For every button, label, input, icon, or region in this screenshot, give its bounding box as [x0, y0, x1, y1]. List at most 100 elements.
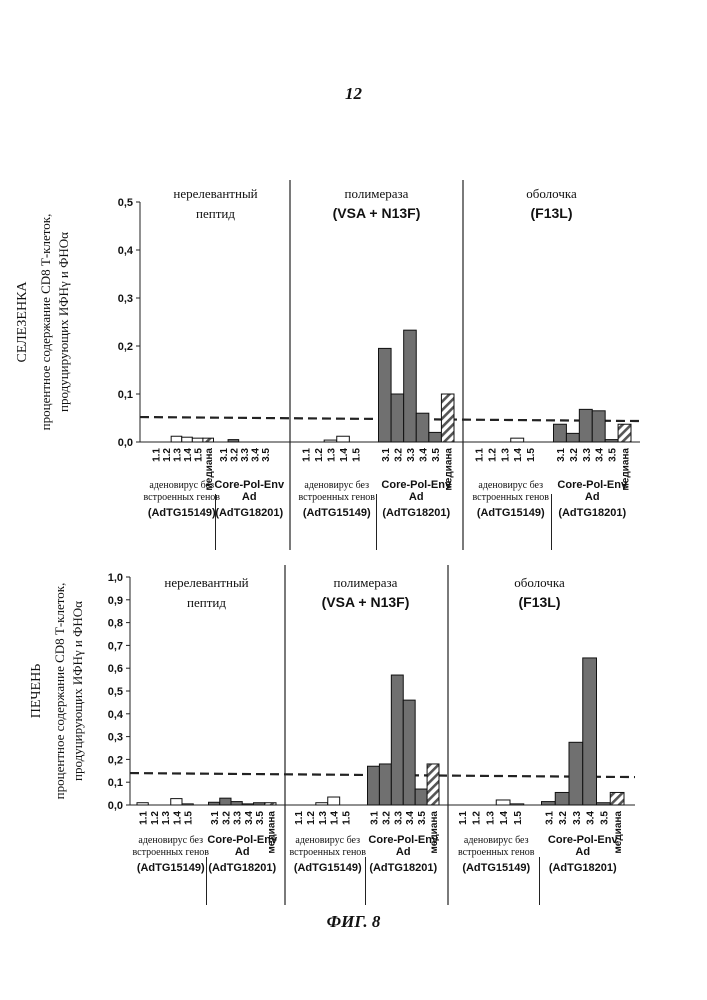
data-bar [416, 413, 429, 442]
category-label: медиана [613, 811, 624, 854]
group-label: встроенных генов [472, 492, 549, 503]
group-label: Ad [242, 491, 257, 503]
group-label: аденовирус без [149, 480, 214, 491]
median-bar [610, 792, 624, 805]
panel-title: оболочка [514, 575, 565, 590]
category-label: 1.5 [342, 811, 353, 825]
panel-title: (F13L) [531, 205, 573, 221]
category-label: 3.4 [419, 448, 430, 462]
median-bar [265, 803, 276, 805]
y-tick-label: 1,0 [108, 572, 123, 584]
category-label: 3.4 [244, 811, 255, 825]
y-tick-label: 0,4 [108, 709, 124, 721]
category-label: 3.4 [586, 811, 597, 825]
y-tick-label: 0,2 [108, 754, 123, 766]
category-label: 3.4 [595, 448, 606, 462]
category-label: 1.1 [474, 448, 485, 462]
y-tick-label: 0,1 [118, 389, 133, 401]
group-id-label: (AdTG18201) [558, 507, 626, 519]
category-label: 3.3 [233, 811, 244, 825]
category-label: 1.4 [339, 448, 350, 462]
median-bar [203, 438, 214, 442]
category-label: 1.5 [184, 811, 195, 825]
group-label: Core-Pol-Env [557, 479, 628, 491]
group-id-label: (AdTG15149) [294, 862, 362, 874]
panel-title: пептид [187, 595, 226, 610]
category-label: 3.3 [572, 811, 583, 825]
group-id-label: (AdTG15149) [303, 507, 371, 519]
y-tick-label: 0,3 [118, 293, 133, 305]
category-label: 3.4 [251, 448, 262, 462]
category-label: 1.2 [162, 448, 173, 462]
page-number: 12 [0, 84, 707, 104]
y-axis-label: процентное содержание CD8 Т-клеток, [38, 214, 53, 431]
data-bar [391, 394, 404, 442]
y-axis-label: продуцирующих ИФНγ и ФНОα [56, 232, 71, 412]
y-axis-label: процентное содержание CD8 Т-клеток, [52, 583, 67, 800]
data-bar [583, 658, 597, 805]
group-id-label: (AdTG15149) [477, 507, 545, 519]
group-label: Core-Pol-Env [368, 834, 439, 846]
group-label: встроенных генов [132, 847, 209, 858]
group-id-label: (AdTG18201) [208, 862, 276, 874]
data-bar [403, 700, 415, 805]
group-id-label: (AdTG18201) [549, 862, 617, 874]
category-label: 1.2 [314, 448, 325, 462]
data-bar [182, 804, 193, 805]
data-bar [391, 675, 403, 805]
data-bar [554, 424, 567, 442]
group-label: Ad [575, 846, 590, 858]
data-bar [231, 802, 242, 805]
category-label: 1.5 [194, 448, 205, 462]
data-bar [496, 800, 510, 805]
y-tick-label: 0,5 [118, 197, 133, 209]
organ-label: ПЕЧЕНЬ [29, 664, 44, 718]
category-label: 3.5 [608, 448, 619, 462]
data-bar [220, 798, 231, 805]
data-bar [328, 797, 340, 805]
category-label: 3.1 [556, 448, 567, 462]
y-tick-label: 0,7 [108, 640, 123, 652]
data-bar [182, 437, 193, 442]
category-label: 3.5 [431, 448, 442, 462]
data-bar [579, 409, 592, 442]
group-label: Ad [235, 846, 250, 858]
data-bar [228, 440, 239, 442]
data-bar [316, 803, 328, 805]
category-label: 1.3 [161, 811, 172, 825]
figure-caption: ФИГ. 8 [0, 912, 707, 932]
median-bar [618, 424, 631, 442]
category-label: 3.5 [261, 448, 272, 462]
y-tick-label: 0,5 [108, 686, 123, 698]
category-label: 3.1 [381, 448, 392, 462]
data-bar [379, 764, 391, 805]
group-label: аденовирус без [304, 480, 369, 491]
data-bar [192, 438, 203, 442]
category-label: 3.2 [229, 448, 240, 462]
group-id-label: (AdTG18201) [369, 862, 437, 874]
group-label: Core-Pol-Env [381, 479, 452, 491]
median-bar [441, 394, 454, 442]
group-label: аденовирус без [295, 835, 360, 846]
group-label: встроенных генов [298, 492, 375, 503]
group-label: аденовирус без [138, 835, 203, 846]
panel-title: пептид [196, 206, 235, 221]
category-label: 1.2 [487, 448, 498, 462]
category-label: 1.5 [513, 811, 524, 825]
organ-label: СЕЛЕЗЕНКА [15, 281, 30, 363]
category-label: 3.3 [406, 448, 417, 462]
data-bar [368, 766, 380, 805]
panel-title: полимераза [345, 186, 409, 201]
category-label: 1.1 [301, 448, 312, 462]
liver-chart: ПЕЧЕНЬ процентное содержание CD8 Т-клеток… [0, 565, 707, 905]
data-bar [137, 803, 148, 805]
category-label: 1.2 [306, 811, 317, 825]
data-bar [324, 440, 337, 442]
y-tick-label: 0,8 [108, 618, 123, 630]
category-label: 3.1 [544, 811, 555, 825]
panel-title: полимераза [334, 575, 398, 590]
category-label: 1.1 [139, 811, 150, 825]
group-label: Ad [585, 491, 600, 503]
data-bar [254, 803, 265, 805]
panel-title: (VSA + N13F) [322, 594, 410, 610]
